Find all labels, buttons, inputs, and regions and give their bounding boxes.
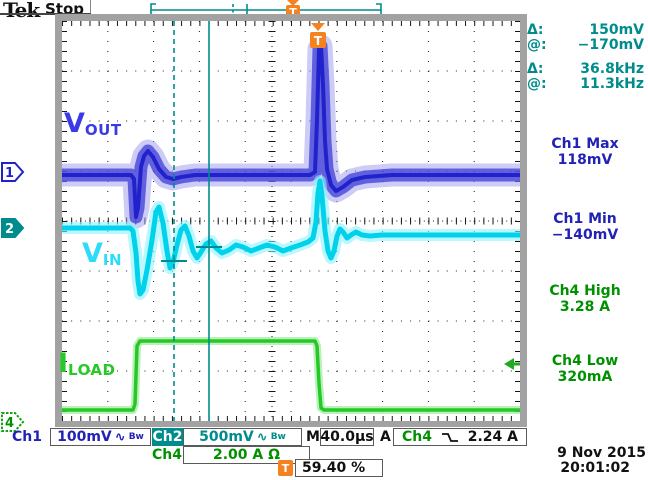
falling-edge-icon (441, 432, 458, 442)
meas-value: −140mV (551, 227, 619, 243)
ch4-scale-field[interactable]: 2.00 A Ω (183, 446, 310, 464)
vout-label-sub: OUT (84, 121, 122, 139)
timebase-field[interactable]: 40.0µs (320, 428, 374, 446)
vout-label-main: V (64, 108, 85, 139)
iload-label-main: I (58, 348, 69, 379)
vin-label-sub: IN (102, 251, 123, 269)
ch1-ground-marker[interactable]: 1 (1, 162, 25, 182)
cursor-at-f-value: 11.3kHz (580, 76, 644, 92)
trigger-position-field[interactable]: 59.40 % (295, 459, 383, 477)
trigger-letter: T (314, 34, 323, 48)
ac-coupling-icon: ∿ (256, 429, 268, 445)
ch2-marker-label: 2 (5, 222, 14, 237)
time-line: 20:01:02 (560, 460, 630, 476)
timebase-label: M (306, 429, 320, 445)
meas-value: 3.28 A (559, 299, 611, 315)
record-trigger-arrow-icon (287, 0, 299, 6)
ch4-label: Ch4 (152, 447, 182, 463)
trigger-level-marker-icon[interactable] (504, 358, 520, 370)
trigger-position-icon: T (278, 460, 293, 476)
cursor-at-f-row: @: 11.3kHz (527, 77, 644, 92)
cursor-delta-f-row: Δ: 36.8kHz (527, 62, 644, 77)
tek-logo: Tek (3, 0, 40, 22)
ch2-ground-marker[interactable]: 2 (1, 218, 25, 238)
ch4-iload-trace[interactable] (62, 337, 520, 414)
meas-label: Ch4 High (549, 283, 621, 299)
ch1-label: Ch1 (12, 429, 42, 445)
record-trigger-letter: T (289, 6, 297, 19)
ch2-selected-badge[interactable]: Ch2 (152, 428, 183, 446)
meas-value: 118mV (557, 152, 613, 168)
delta-icon: Δ: (527, 61, 544, 77)
trigger-line-label: A (380, 429, 391, 445)
ch1-vout-trace[interactable] (62, 34, 520, 229)
datetime-display: 9 Nov 2015 20:01:02 (557, 446, 646, 476)
at-icon: @: (527, 76, 547, 92)
ch2-vin-trace[interactable] (62, 175, 520, 300)
vin-label: VIN (82, 238, 122, 269)
ch4-ground-marker[interactable]: 4 (1, 412, 25, 432)
cursor-delta-v-value: 150mV (589, 22, 644, 38)
graticule-frame-top (55, 14, 527, 21)
trigger-settings-field[interactable]: Ch4 2.24 A (393, 428, 527, 446)
ch2-scale-value: 500mV (199, 428, 254, 445)
cursor-delta-f-value: 36.8kHz (580, 61, 644, 77)
cursor-at-v-value: −170mV (577, 37, 644, 53)
vin-label-main: V (82, 238, 103, 269)
meas-value: 320mA (557, 369, 613, 385)
bandwidth-limit-icon: Bw (270, 431, 286, 442)
trigger-level-value: 2.24 A (467, 428, 518, 445)
trigger-box-icon (310, 32, 326, 48)
cursor-delta-v-row: Δ: 150mV (527, 23, 644, 38)
meas-ch1-min: Ch1 Min −140mV (524, 211, 646, 243)
graticule-frame-right (520, 14, 527, 427)
meas-label: Ch1 Max (551, 136, 619, 152)
meas-ch4-high: Ch4 High 3.28 A (524, 283, 646, 315)
graticule-frame-left (55, 14, 62, 427)
trigger-source-value: Ch4 (402, 428, 432, 445)
ch1-marker-label: 1 (5, 166, 14, 181)
bandwidth-limit-icon: Bw (128, 431, 144, 442)
graticule-frame-bottom (55, 421, 527, 427)
trigger-position-marker[interactable]: T (310, 23, 326, 48)
ch2-scale-field[interactable]: 500mV ∿ Bw (183, 428, 302, 446)
iload-label-sub: LOAD (68, 361, 116, 379)
iload-label: ILOAD (58, 348, 115, 379)
delta-icon: Δ: (527, 22, 544, 38)
meas-ch4-low: Ch4 Low 320mA (524, 353, 646, 385)
waveform-display: T (62, 21, 520, 421)
vout-label: VOUT (64, 108, 122, 139)
meas-label: Ch1 Min (553, 211, 617, 227)
meas-ch1-max: Ch1 Max 118mV (524, 136, 646, 168)
ch1-scale-field[interactable]: 100mV ∿ Bw (50, 428, 151, 446)
header-divider (90, 0, 91, 14)
graticule-center-axes (62, 21, 520, 421)
cursor-at-v-row: @: −170mV (527, 38, 644, 53)
ch1-scale-value: 100mV (57, 428, 112, 445)
ch4-marker-label: 4 (5, 416, 14, 431)
date-line: 9 Nov 2015 (557, 445, 646, 461)
trigger-arrow-icon (311, 23, 325, 31)
ch4-scale-value: 2.00 A Ω (212, 446, 281, 463)
header-underline (0, 13, 91, 15)
meas-label: Ch4 Low (551, 353, 619, 369)
ac-coupling-icon: ∿ (114, 429, 126, 445)
at-icon: @: (527, 37, 547, 53)
